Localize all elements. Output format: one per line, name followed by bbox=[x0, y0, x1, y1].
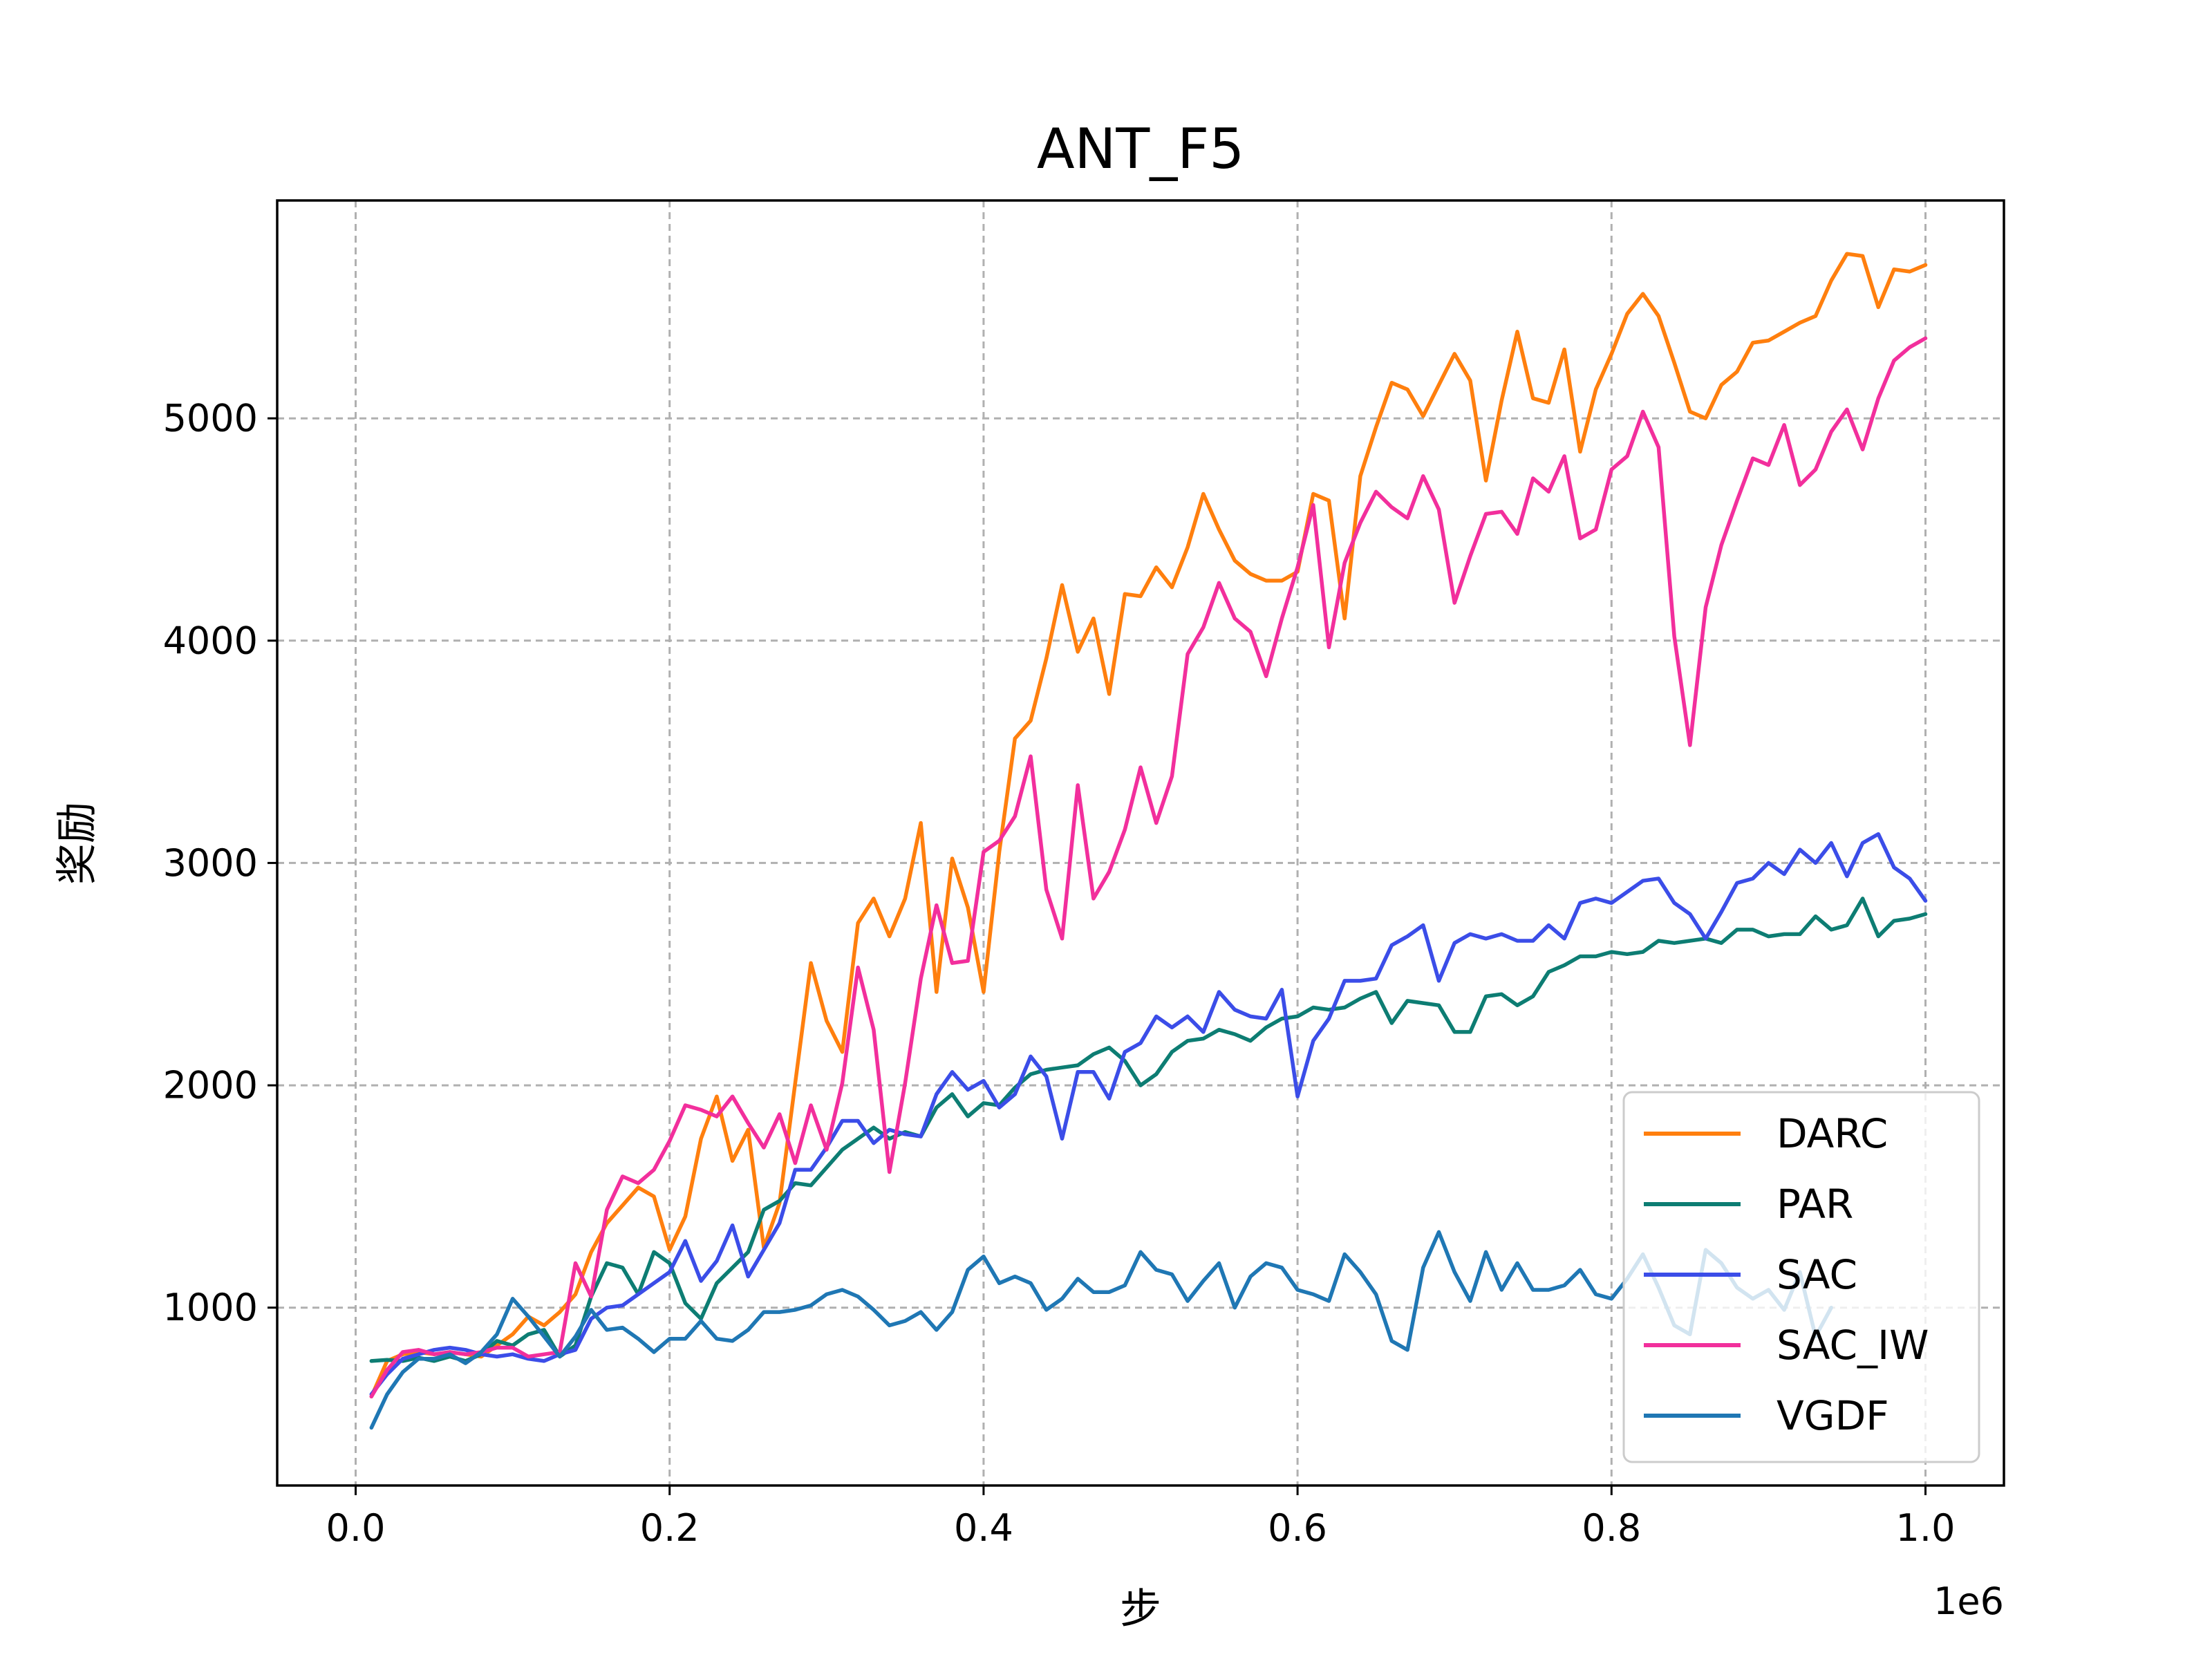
axis-tick-labels: 0.0 0.2 0.4 0.6 0.8 1.0 1000 2000 3000 4000 5000 bbox=[163, 397, 1956, 1550]
legend-label-sac-iw: SAC_IW bbox=[1777, 1322, 1929, 1369]
y-tick-label: 4000 bbox=[163, 619, 258, 662]
series-line-darc bbox=[369, 252, 1928, 1399]
x-axis-label: 步 bbox=[1120, 1585, 1161, 1633]
x-offset-label: 1e6 bbox=[1933, 1580, 2004, 1623]
x-tick-label: 1.0 bbox=[1896, 1506, 1956, 1550]
y-tick-label: 1000 bbox=[163, 1286, 258, 1329]
legend: DARC PAR SAC SAC_IW VGDF bbox=[1622, 1091, 1980, 1463]
x-tick-label: 0.0 bbox=[326, 1506, 386, 1550]
y-axis-label: 奖励 bbox=[53, 802, 102, 885]
series-line-par bbox=[369, 897, 1928, 1363]
x-tick-label: 0.6 bbox=[1268, 1506, 1327, 1550]
y-tick-label: 2000 bbox=[163, 1064, 258, 1107]
legend-box bbox=[1622, 1091, 1980, 1463]
y-tick-label: 5000 bbox=[163, 397, 258, 440]
x-tick-label: 0.2 bbox=[640, 1506, 700, 1550]
legend-label-vgdf: VGDF bbox=[1777, 1392, 1889, 1439]
legend-label-darc: DARC bbox=[1777, 1110, 1888, 1157]
series-line-sac-iw bbox=[369, 336, 1928, 1399]
legend-items: DARC PAR SAC SAC_IW VGDF bbox=[1644, 1110, 1929, 1439]
legend-label-par: PAR bbox=[1777, 1181, 1853, 1228]
axis-ticks bbox=[268, 417, 1927, 1495]
y-tick-label: 3000 bbox=[163, 841, 258, 885]
x-tick-label: 0.4 bbox=[954, 1506, 1013, 1550]
chart-title: ANT_F5 bbox=[1037, 117, 1244, 181]
series-line-vgdf bbox=[369, 1230, 1833, 1430]
series-line-sac bbox=[369, 832, 1928, 1396]
x-tick-label: 0.8 bbox=[1582, 1506, 1641, 1550]
series-lines bbox=[369, 252, 1928, 1430]
legend-label-sac: SAC bbox=[1777, 1251, 1857, 1298]
plot-frame bbox=[276, 199, 2005, 1487]
